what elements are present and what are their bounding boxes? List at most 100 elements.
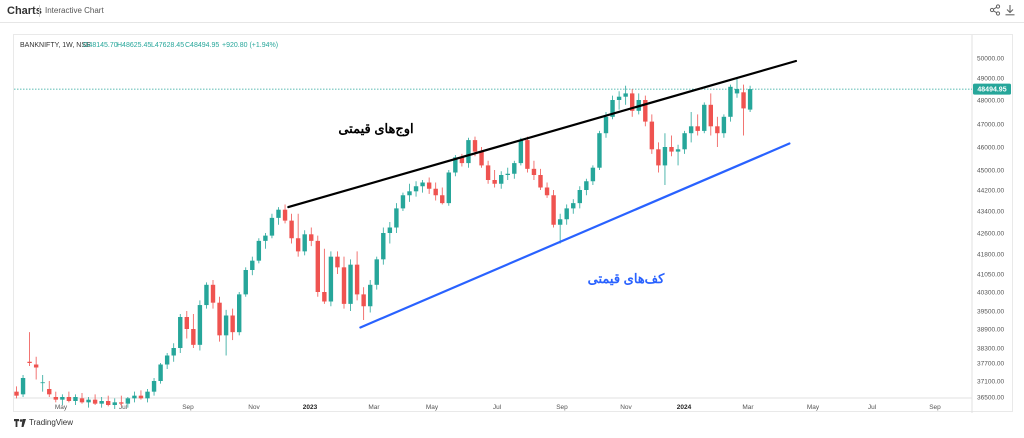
candle-body [191, 329, 196, 345]
candle-body [695, 126, 700, 131]
time-tick-label: Mar [742, 404, 754, 411]
candle-body [125, 398, 131, 404]
candle-body [223, 315, 229, 336]
candle-body [47, 389, 52, 395]
candle-body [145, 391, 150, 399]
price-tick-label: 45000.00 [977, 168, 1004, 175]
candle-body [66, 397, 72, 401]
trendlines[interactable] [287, 59, 798, 329]
candle-body [368, 284, 373, 307]
share-icon[interactable] [989, 4, 1001, 16]
legend-symbol: BANKNIFTY, 1W, NSE [20, 42, 91, 49]
candle-body [151, 381, 157, 392]
candle-body [715, 126, 720, 134]
candle-body [33, 364, 39, 368]
time-tick-label: Mar [368, 404, 380, 411]
candle-body [394, 208, 399, 228]
price-tick-label: 39500.00 [977, 309, 1004, 316]
candle-body [518, 140, 524, 164]
time-tick-label: Nov [620, 404, 632, 411]
candle-body [446, 172, 451, 204]
candle-body [741, 92, 746, 109]
price-tick-label: 37700.00 [977, 361, 1004, 368]
candle-body [747, 89, 753, 110]
candle-body [433, 188, 438, 196]
candle-body [256, 240, 262, 261]
candle-body [499, 175, 504, 184]
candle-body [132, 395, 137, 399]
candle-body [295, 238, 301, 252]
time-tick-label: Sep [929, 404, 941, 411]
candle-body [584, 181, 589, 190]
candle-body [315, 240, 320, 292]
candle-body [210, 284, 216, 303]
candle-body [538, 175, 543, 188]
candle-body [466, 140, 471, 164]
candle-body [623, 93, 628, 97]
candle-body [60, 397, 65, 400]
annotation-price-highs: اوج‌های قیمتی [338, 121, 413, 137]
candle-body [643, 100, 648, 122]
candle-body [426, 182, 432, 189]
time-axis[interactable]: May Jul Sep Nov 2023 Mar May Jul Sep Nov 2024 Mar Ma… [14, 397, 972, 411]
candlestick-chart[interactable]: BANKNIFTY, 1W, NSE O48145.70 H48625.45 L… [14, 35, 1014, 413]
tradingview-logo[interactable]: TradingView [14, 418, 73, 427]
time-tick-label: Sep [182, 404, 194, 411]
candle-body [204, 284, 209, 306]
price-tick-label: 38300.00 [977, 346, 1004, 353]
candle-body [702, 104, 707, 131]
time-tick-label: Nov [248, 404, 260, 411]
candle-body [413, 186, 419, 192]
candle-body [505, 173, 510, 175]
candle-body [178, 317, 183, 348]
legend-open: O48145.70 [83, 42, 118, 49]
time-tick-label: Jul [493, 404, 502, 411]
candle-body [616, 96, 622, 100]
last-price-label: 48494.95 [977, 87, 1006, 94]
candle-body [420, 182, 425, 187]
candle-body [557, 219, 563, 225]
trendline-support [359, 142, 791, 329]
candle-body [544, 187, 550, 196]
candle-body [662, 147, 668, 166]
candle-body [86, 399, 91, 403]
price-tick-label: 49000.00 [977, 76, 1004, 83]
chart-frame: BANKNIFTY, 1W, NSE O48145.70 H48625.45 L… [13, 34, 1014, 413]
candle-body [217, 302, 222, 336]
ohlc-legend: BANKNIFTY, 1W, NSE O48145.70 H48625.45 L… [20, 42, 278, 49]
candle-body [282, 209, 288, 221]
candle-body [171, 348, 176, 356]
candle-body [309, 234, 314, 241]
price-axis[interactable]: 50000.00 49000.00 48000.00 47000.00 46000.00… [971, 35, 1004, 413]
candle-body [479, 151, 484, 166]
candle-body [73, 397, 78, 401]
candle-body [263, 235, 268, 241]
candle-body [184, 317, 189, 329]
candle-body [472, 140, 478, 152]
price-tick-label: 37100.00 [977, 379, 1004, 386]
candle-body [400, 195, 406, 209]
legend-low: L47628.45 [151, 42, 184, 49]
price-tick-label: 41050.00 [977, 272, 1004, 279]
time-tick-label: May [426, 404, 439, 411]
price-tick-label: 41800.00 [977, 252, 1004, 259]
price-tick-label: 36500.00 [977, 395, 1004, 402]
candle-body [564, 208, 569, 220]
app-subtitle: Interactive Chart [45, 6, 104, 15]
title-divider [39, 5, 40, 17]
candle-body [250, 260, 255, 270]
candle-body [708, 104, 713, 127]
candle-body [158, 364, 163, 381]
candle-body [492, 180, 497, 184]
candle-body [649, 121, 655, 150]
candle-body [92, 399, 98, 404]
candle-body [335, 256, 340, 268]
candle-body [230, 315, 235, 333]
candle-body [459, 157, 465, 164]
legend-high: H48625.45 [117, 42, 151, 49]
download-icon[interactable] [1004, 4, 1016, 16]
candle-body [407, 191, 412, 196]
candle-body [603, 116, 609, 134]
candle-body [374, 259, 379, 285]
candle-body [577, 190, 582, 204]
